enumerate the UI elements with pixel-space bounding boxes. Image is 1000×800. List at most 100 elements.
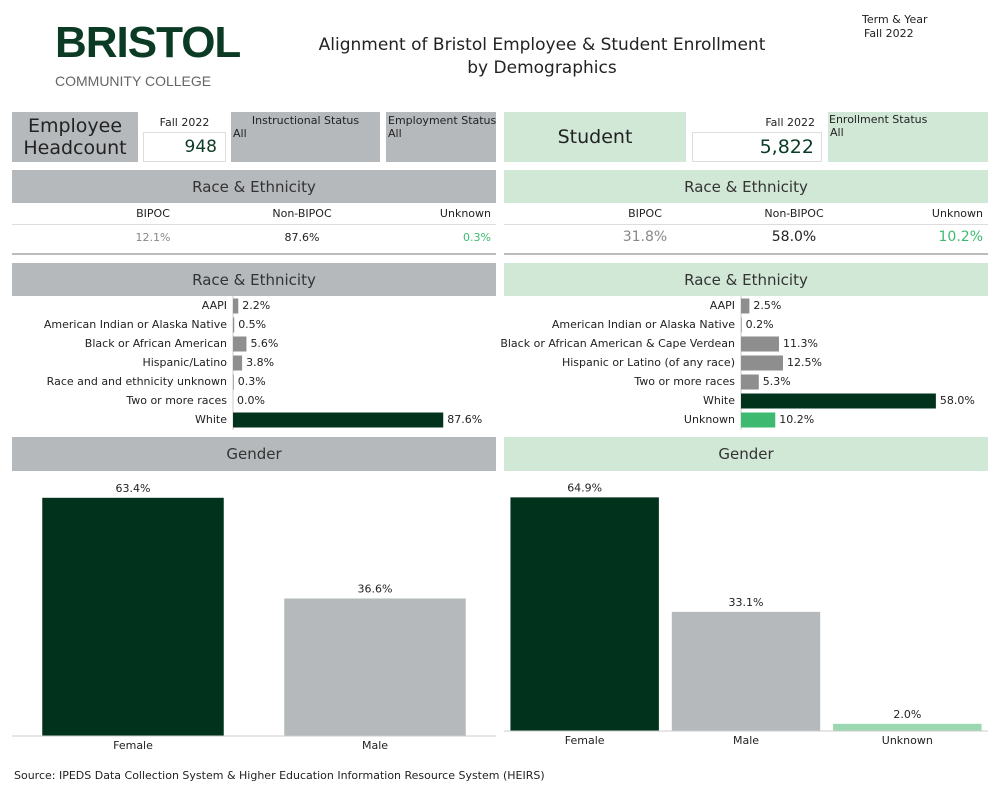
- value-label: 5.3%: [763, 375, 791, 388]
- chart-title: Gender: [12, 437, 496, 471]
- filter-box[interactable]: Employment Status All: [386, 112, 496, 162]
- bar: [42, 497, 224, 736]
- divider: [12, 224, 496, 225]
- period: Fall 2022: [765, 116, 815, 129]
- value-label: 10.2%: [779, 413, 814, 426]
- category-label: Race and and ethnicity unknown: [47, 375, 227, 388]
- category-label: Female: [113, 739, 153, 752]
- bar: [233, 374, 234, 390]
- category-label: White: [703, 394, 735, 407]
- summary-value: 87.6%: [284, 231, 320, 244]
- category-label: White: [195, 413, 227, 426]
- title: Alignment of Bristol Employee & Student …: [318, 35, 766, 55]
- bar: [741, 298, 750, 314]
- divider: [504, 224, 988, 225]
- value-label: 58.0%: [940, 394, 975, 407]
- value-label: 64.9%: [567, 481, 602, 494]
- column-header: Non-BIPOC: [272, 207, 332, 220]
- column-header: Non-BIPOC: [764, 207, 824, 220]
- category-label: American Indian or Alaska Native: [44, 318, 227, 331]
- section-header: Race & Ethnicity: [12, 170, 496, 203]
- bar: [233, 298, 239, 314]
- value-label: 0.2%: [746, 318, 774, 331]
- category-label: Unknown: [882, 734, 933, 747]
- bar: [233, 355, 243, 371]
- term-label: Term & Year: [862, 13, 928, 26]
- summary-value: 58.0%: [771, 229, 817, 245]
- category-label: Unknown: [684, 413, 735, 426]
- bar: [741, 336, 779, 352]
- summary-value: 0.3%: [463, 231, 491, 244]
- bar: [233, 336, 247, 352]
- category-label: Female: [565, 734, 605, 747]
- bar: [741, 393, 936, 409]
- filter-box[interactable]: Instructional Status All: [231, 112, 380, 162]
- bar: [741, 374, 759, 390]
- column-header: Unknown: [931, 207, 983, 220]
- category-label: Male: [733, 734, 759, 747]
- headcount: 948: [143, 132, 226, 162]
- value-label: 0.5%: [238, 318, 266, 331]
- chart-title: Race & Ethnicity: [12, 263, 496, 296]
- value-label: 36.6%: [358, 582, 393, 595]
- column-header: BIPOC: [628, 207, 662, 220]
- category-label: American Indian or Alaska Native: [552, 318, 735, 331]
- value-label: 5.6%: [250, 337, 278, 350]
- bar: [671, 611, 821, 731]
- value-label: 3.8%: [246, 356, 274, 369]
- value-label: 2.5%: [753, 299, 781, 312]
- bar: [284, 598, 466, 736]
- divider: [504, 253, 988, 255]
- category-label: Hispanic/Latino: [142, 356, 227, 369]
- filter-value: All: [830, 126, 844, 139]
- logo: BRISTOL: [55, 18, 241, 67]
- category-label: AAPI: [202, 299, 227, 312]
- value-label: 11.3%: [783, 337, 818, 350]
- bar: [233, 412, 444, 428]
- bar: [741, 412, 776, 428]
- bar: [833, 723, 982, 731]
- value-label: 63.4%: [116, 482, 151, 495]
- summary-value: 12.1%: [135, 231, 171, 244]
- category-label: Black or African American: [85, 337, 227, 350]
- logo-subtitle: COMMUNITY COLLEGE: [55, 73, 212, 89]
- headcount: 5,822: [692, 132, 822, 162]
- category-label: Hispanic or Latino (of any race): [562, 356, 735, 369]
- category-label: AAPI: [710, 299, 735, 312]
- filter-value: All: [388, 127, 402, 140]
- filter-label: Instructional Status: [251, 114, 360, 127]
- bar: [741, 355, 783, 371]
- summary-value: 10.2%: [938, 229, 983, 245]
- category-label: Male: [362, 739, 388, 752]
- filter-box[interactable]: Enrollment Status All: [828, 112, 988, 162]
- source: Source: IPEDS Data Collection System & H…: [14, 769, 545, 782]
- section-header: Race & Ethnicity: [504, 170, 988, 203]
- summary-value: 31.8%: [622, 229, 668, 245]
- value-label: 2.2%: [242, 299, 270, 312]
- title: by Demographics: [467, 58, 617, 78]
- value-label: 0.3%: [238, 375, 266, 388]
- filter-label: Employment Status: [388, 114, 497, 127]
- divider: [12, 253, 496, 255]
- bar: [741, 317, 742, 333]
- column-header: BIPOC: [136, 207, 170, 220]
- term-value[interactable]: Fall 2022: [864, 27, 914, 40]
- chart-title: Race & Ethnicity: [504, 263, 988, 296]
- bar: [510, 497, 659, 731]
- value-label: 12.5%: [787, 356, 822, 369]
- value-label: 33.1%: [729, 596, 764, 609]
- column-header: Unknown: [439, 207, 491, 220]
- category-label: Two or more races: [125, 394, 227, 407]
- bar: [233, 317, 235, 333]
- period: Fall 2022: [159, 116, 210, 129]
- value-label: 87.6%: [447, 413, 482, 426]
- value-label: 2.0%: [893, 708, 921, 721]
- headcount-label: Employee Headcount: [12, 112, 138, 162]
- category-label: Black or African American & Cape Verdean: [500, 337, 735, 350]
- filter-value: All: [233, 127, 247, 140]
- filter-label: Enrollment Status: [829, 113, 928, 126]
- chart-title: Gender: [504, 437, 988, 471]
- category-label: Two or more races: [633, 375, 735, 388]
